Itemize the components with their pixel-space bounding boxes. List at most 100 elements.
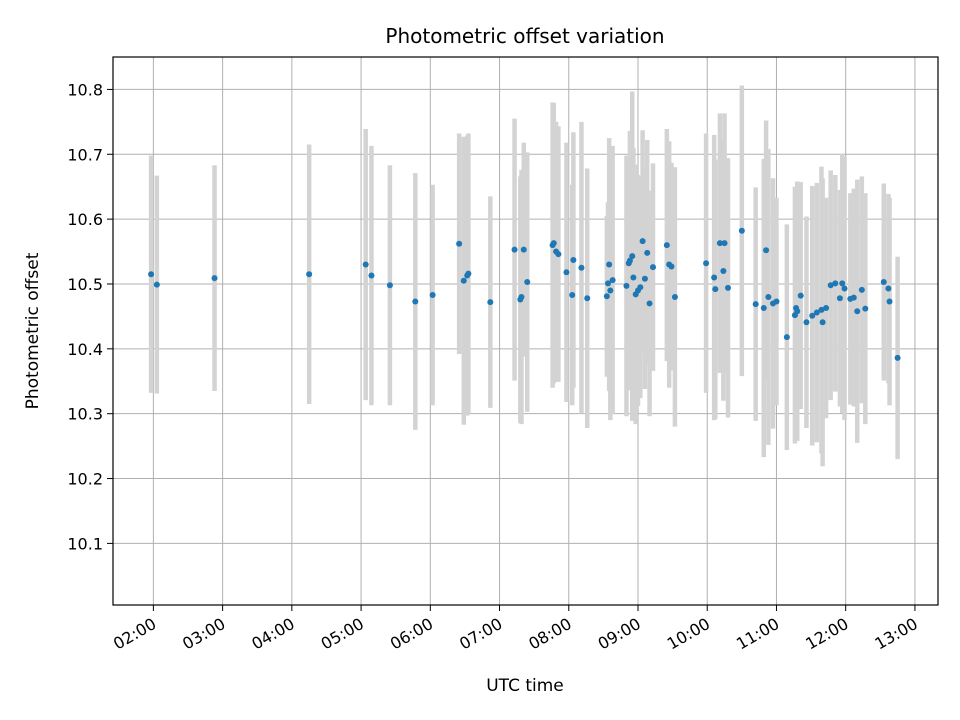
- data-point: [524, 279, 531, 286]
- data-point: [511, 246, 518, 253]
- data-point: [885, 285, 892, 292]
- data-point: [886, 298, 893, 305]
- data-point: [650, 264, 656, 271]
- data-point: [668, 263, 675, 270]
- data-point: [555, 251, 562, 258]
- x-axis-label: UTC time: [486, 676, 564, 696]
- y-tick-label: 10.5: [67, 275, 103, 294]
- data-point: [630, 274, 637, 281]
- data-point: [584, 295, 591, 302]
- data-point: [629, 253, 636, 260]
- y-axis-label: Photometric offset: [23, 252, 43, 409]
- data-point: [578, 264, 585, 271]
- data-point: [819, 319, 826, 326]
- data-point: [429, 292, 436, 299]
- data-point: [797, 292, 804, 299]
- x-tick-label: 07:00: [456, 614, 505, 654]
- data-point: [671, 293, 678, 300]
- data-point: [827, 282, 834, 289]
- data-point: [721, 240, 728, 247]
- plot-area-frame: [112, 56, 939, 606]
- y-tick-label: 10.6: [67, 210, 103, 229]
- data-point: [823, 304, 830, 311]
- data-point: [520, 246, 527, 253]
- data-point: [460, 277, 467, 284]
- x-tick-label: 03:00: [179, 614, 228, 654]
- data-point: [550, 240, 557, 247]
- data-point: [368, 272, 375, 279]
- y-axis-ticks: 10.1 10.2 10.3 10.4 10.5 10.6 10.7 10.8: [67, 80, 113, 553]
- data-point: [752, 301, 759, 308]
- data-point: [487, 299, 494, 306]
- data-point: [711, 274, 718, 281]
- data-point: [646, 300, 653, 307]
- data-point: [880, 279, 887, 286]
- data-point: [725, 284, 731, 291]
- data-point: [153, 281, 160, 288]
- data-point: [644, 249, 651, 256]
- data-point: [456, 240, 463, 247]
- y-tick-label: 10.2: [67, 470, 103, 489]
- data-point: [803, 319, 810, 326]
- error-bars: [148, 85, 900, 467]
- x-tick-label: 09:00: [595, 614, 644, 654]
- x-tick-label: 12:00: [802, 614, 851, 654]
- data-point: [605, 280, 611, 287]
- x-tick-label: 11:00: [733, 614, 782, 654]
- data-point: [569, 292, 576, 299]
- data-point: [841, 285, 848, 292]
- data-point: [362, 261, 369, 268]
- data-point: [720, 268, 727, 275]
- y-tick-label: 10.8: [67, 80, 103, 99]
- x-axis-ticks: 02:00 03:00 04:00 05:00 06:00 07:00 08:00 09:00…: [110, 605, 921, 654]
- data-point: [148, 271, 155, 278]
- x-tick-label: 10:00: [664, 614, 713, 654]
- data-point: [832, 280, 839, 287]
- data-point: [703, 260, 710, 267]
- data-point: [738, 227, 745, 234]
- x-tick-label: 06:00: [387, 614, 436, 654]
- data-point: [854, 308, 861, 315]
- data-point: [760, 304, 767, 311]
- data-point: [818, 306, 825, 313]
- data-point: [763, 247, 770, 254]
- data-point: [518, 293, 525, 300]
- data-point: [712, 286, 719, 293]
- data-point: [609, 277, 616, 284]
- x-tick-label: 08:00: [525, 614, 574, 654]
- data-point: [862, 305, 869, 312]
- data-point: [606, 261, 613, 268]
- data-point: [773, 298, 780, 305]
- y-tick-label: 10.7: [67, 145, 103, 164]
- data-point: [716, 240, 723, 247]
- x-tick-label: 02:00: [110, 614, 159, 654]
- data-point: [386, 282, 393, 289]
- data-point: [813, 309, 820, 316]
- data-point: [783, 334, 790, 341]
- data-point: [211, 275, 218, 282]
- y-tick-label: 10.1: [67, 534, 103, 553]
- data-point: [626, 257, 633, 264]
- data-point: [641, 275, 648, 282]
- data-point: [639, 238, 646, 245]
- data-point: [465, 270, 472, 277]
- data-point: [809, 312, 816, 319]
- data-point: [637, 284, 644, 291]
- data-point: [765, 293, 772, 300]
- x-tick-label: 13:00: [871, 614, 920, 654]
- data-point: [858, 286, 865, 293]
- data-point: [570, 256, 577, 263]
- data-point: [894, 354, 901, 361]
- data-point: [603, 293, 610, 300]
- data-point: [563, 269, 570, 276]
- data-point: [850, 294, 857, 301]
- x-tick-label: 05:00: [318, 614, 367, 654]
- data-point: [836, 295, 843, 302]
- data-point: [663, 242, 670, 249]
- data-point: [306, 271, 313, 278]
- data-point: [607, 287, 614, 294]
- data-points: [148, 227, 901, 361]
- x-tick-label: 04:00: [248, 614, 297, 654]
- y-tick-label: 10.3: [67, 405, 103, 424]
